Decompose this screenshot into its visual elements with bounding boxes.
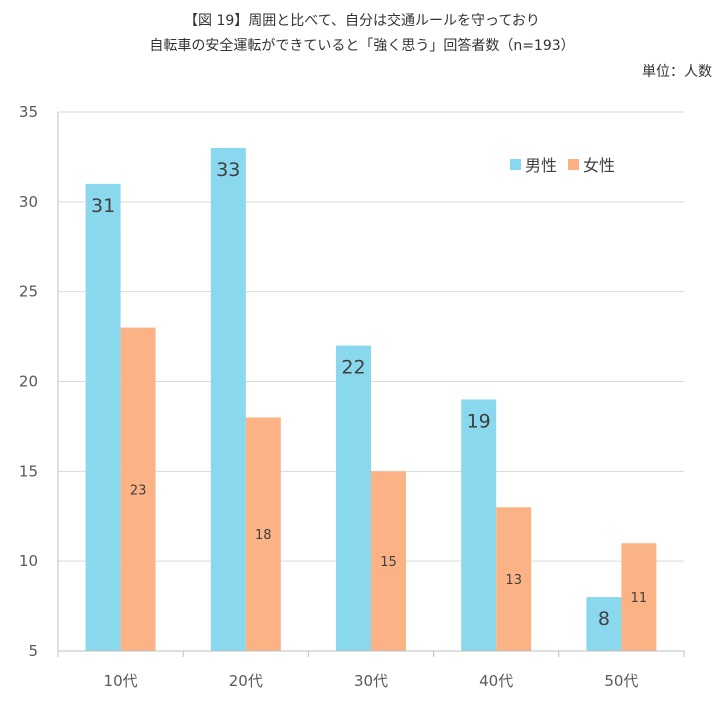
y-tick-35: 35	[19, 103, 38, 121]
legend-label-1: 女性	[583, 156, 615, 175]
bar-female-0	[120, 327, 156, 651]
y-tick-25: 25	[19, 283, 38, 301]
x-tick-label: 40代	[479, 672, 513, 690]
x-tick-label: 20代	[229, 672, 263, 690]
x-tick-label: 10代	[104, 672, 138, 690]
data-label-female-1: 18	[255, 528, 272, 543]
bar-male-4	[586, 597, 622, 651]
data-label-female-4: 11	[631, 591, 648, 606]
legend-label-0: 男性	[525, 156, 557, 175]
legend: 男性 女性	[510, 156, 615, 175]
data-label-male-0: 31	[91, 195, 115, 217]
y-tick-5: 5	[28, 642, 38, 660]
bar-male-2	[336, 345, 371, 651]
y-tick-10: 10	[19, 552, 38, 570]
data-label-female-3: 13	[505, 573, 522, 588]
bar-male-0	[85, 183, 121, 651]
bar-male-3	[461, 399, 497, 651]
data-label-male-1: 33	[216, 159, 240, 181]
data-labels: 31 23 33 18 22 15 19 13 8 11	[91, 159, 647, 630]
x-tick-label: 30代	[354, 672, 388, 690]
legend-swatch-1	[568, 159, 579, 170]
chart-title-line1: 【図 19】周囲と比べて、自分は交通ルールを守っており	[184, 13, 540, 29]
x-axis: 10代 20代 30代 40代 50代	[57, 112, 685, 690]
bar-female-3	[496, 507, 532, 651]
chart-title-line2: 自転車の安全運転ができていると「強く思う」回答者数（n=193）	[149, 38, 575, 54]
bar-female-1	[245, 417, 281, 651]
data-label-male-2: 22	[341, 357, 365, 379]
x-tick-label: 50代	[604, 672, 638, 690]
bar-female-4	[621, 543, 657, 651]
data-label-female-2: 15	[380, 555, 397, 570]
y-tick-30: 30	[19, 193, 38, 211]
data-label-male-4: 8	[598, 608, 610, 630]
bar-female-2	[371, 471, 406, 651]
data-label-male-3: 19	[467, 410, 491, 432]
y-tick-20: 20	[19, 373, 38, 391]
bars	[85, 147, 657, 651]
legend-swatch-0	[510, 159, 521, 170]
unit-label: 単位：人数	[642, 64, 712, 80]
y-tick-15: 15	[19, 462, 38, 480]
data-label-female-0: 23	[130, 483, 147, 498]
bar-male-1	[210, 147, 246, 651]
y-axis-ticks: 5 10 15 20 25 30 35	[19, 103, 38, 660]
